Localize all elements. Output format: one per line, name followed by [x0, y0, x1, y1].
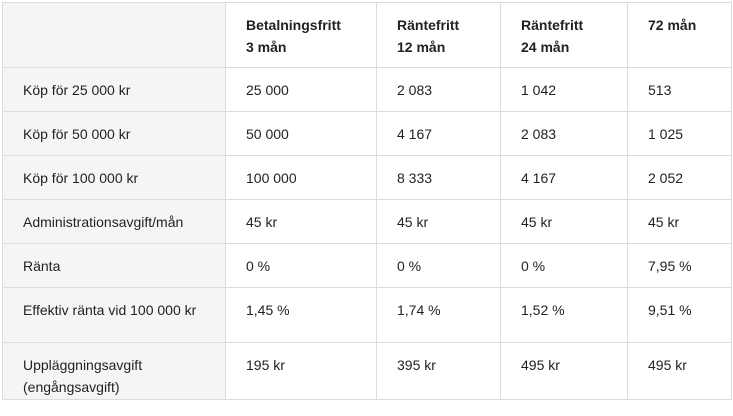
row-label: Köp för 25 000 kr [2, 67, 226, 112]
table-row: Uppläggningsavgift (engångsavgift) 195 k… [2, 342, 732, 400]
header-cell: Betalningsfritt 3 mån [225, 2, 377, 68]
table-cell: 195 kr [225, 342, 377, 400]
table-cell: 4 167 [500, 155, 628, 200]
table-cell: 1 025 [627, 111, 732, 156]
payment-plans-table: Betalningsfritt 3 mån Räntefritt 12 mån … [2, 2, 732, 400]
header-line: Räntefritt [521, 17, 584, 33]
row-label: Uppläggningsavgift (engångsavgift) [2, 342, 226, 400]
header-cell: Räntefritt 12 mån [376, 2, 501, 68]
table-cell: 2 083 [376, 67, 501, 112]
table-header-row: Betalningsfritt 3 mån Räntefritt 12 mån … [2, 2, 732, 68]
row-label: Administrationsavgift/mån [2, 199, 226, 244]
table-cell: 1,45 % [225, 287, 377, 343]
table-cell: 45 kr [225, 199, 377, 244]
table-cell: 495 kr [500, 342, 628, 400]
table-cell: 513 [627, 67, 732, 112]
table-cell: 395 kr [376, 342, 501, 400]
table-cell: 2 083 [500, 111, 628, 156]
table-cell: 2 052 [627, 155, 732, 200]
row-label: Köp för 50 000 kr [2, 111, 226, 156]
table-row: Köp för 100 000 kr 100 000 8 333 4 167 2… [2, 155, 732, 200]
table-cell: 0 % [376, 243, 501, 288]
header-line: Betalningsfritt [246, 17, 341, 33]
row-label: Ränta [2, 243, 226, 288]
table-cell: 0 % [225, 243, 377, 288]
table-cell: 1,52 % [500, 287, 628, 343]
table-cell: 50 000 [225, 111, 377, 156]
table-row: Ränta 0 % 0 % 0 % 7,95 % [2, 243, 732, 288]
header-line: Räntefritt [397, 17, 460, 33]
header-line: 72 mån [648, 17, 697, 33]
table-cell: 7,95 % [627, 243, 732, 288]
table-row: Köp för 50 000 kr 50 000 4 167 2 083 1 0… [2, 111, 732, 156]
header-line: 12 mån [397, 39, 446, 55]
table-cell: 45 kr [627, 199, 732, 244]
header-line: 3 mån [246, 39, 287, 55]
table-cell: 8 333 [376, 155, 501, 200]
header-cell: 72 mån [627, 2, 732, 68]
table-cell: 100 000 [225, 155, 377, 200]
table-row: Köp för 25 000 kr 25 000 2 083 1 042 513 [2, 67, 732, 112]
table-row: Administrationsavgift/mån 45 kr 45 kr 45… [2, 199, 732, 244]
table-cell: 1 042 [500, 67, 628, 112]
table-cell: 45 kr [376, 199, 501, 244]
table-row: Effektiv ränta vid 100 000 kr 1,45 % 1,7… [2, 287, 732, 343]
row-label: Köp för 100 000 kr [2, 155, 226, 200]
table-cell: 495 kr [627, 342, 732, 400]
table-cell: 4 167 [376, 111, 501, 156]
table-cell: 9,51 % [627, 287, 732, 343]
header-cell: Räntefritt 24 mån [500, 2, 628, 68]
table-cell: 0 % [500, 243, 628, 288]
table-cell: 45 kr [500, 199, 628, 244]
row-label: Effektiv ränta vid 100 000 kr [2, 287, 226, 343]
header-line: 24 mån [521, 39, 570, 55]
header-empty-cell [2, 2, 226, 68]
table-cell: 1,74 % [376, 287, 501, 343]
table-cell: 25 000 [225, 67, 377, 112]
